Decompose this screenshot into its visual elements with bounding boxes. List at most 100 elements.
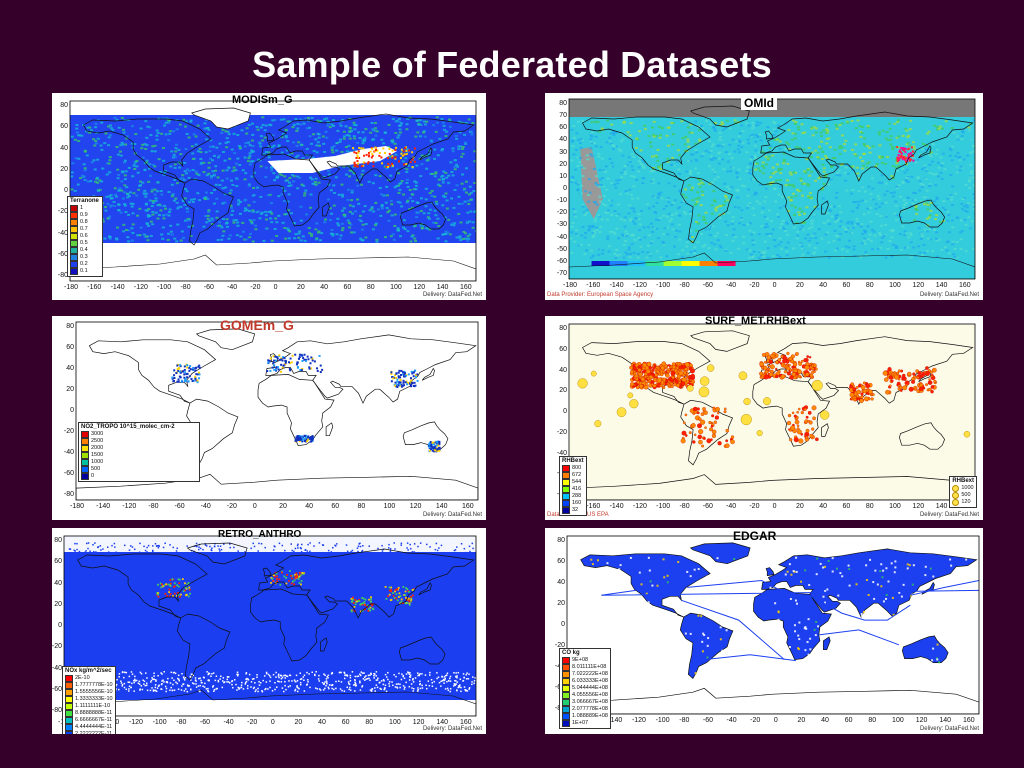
x-tick-label: 40	[318, 719, 326, 726]
y-tick-label: 20	[559, 387, 567, 395]
x-tick-label: -20	[750, 717, 761, 724]
legend-entry: 32	[562, 507, 584, 514]
map-panel-edgar: EDGAR806040200-20-40-60-80-180-160-140-1…	[545, 528, 983, 734]
continent-outline	[77, 553, 208, 619]
legend-label: 0.3	[80, 253, 88, 260]
y-tick-label: 40	[559, 366, 567, 374]
legend-label: 544	[572, 478, 582, 485]
legend-entry: 1.7777778E-10	[65, 682, 113, 689]
continent-outline	[582, 116, 711, 182]
y-tick-label: 0	[70, 407, 74, 414]
legend-label: 0.1	[80, 267, 88, 274]
legend-swatch	[65, 689, 73, 696]
x-tick-label: -100	[655, 717, 670, 724]
legend-entry: 0.5	[70, 240, 100, 247]
x-tick-label: 40	[819, 503, 828, 510]
y-tick-label: -80	[63, 491, 74, 498]
legend-entry: 8.011111E+08	[562, 664, 608, 671]
x-tick-label: 100	[892, 717, 904, 724]
x-tick-label: -120	[631, 717, 646, 724]
y-tick-label: -80	[52, 707, 62, 714]
x-tick-label: 160	[963, 717, 975, 724]
map-panel-gome: GOMEm_G 80 60 40 20 0 -20 -40 -60 -80 -180 -140 -120…	[52, 316, 486, 520]
map-surf	[568, 323, 976, 501]
legend-entry: 0.3	[70, 254, 100, 261]
x-tick-label: 140	[436, 719, 449, 726]
legend-entry: 500	[952, 492, 974, 499]
continent-outline	[325, 422, 334, 437]
x-tick-label: 160	[959, 282, 971, 289]
continent-outline	[760, 111, 974, 182]
legend-swatch	[65, 710, 73, 717]
x-tick-label: -180	[563, 282, 578, 289]
y-tick-label: -60	[556, 257, 567, 265]
continent-outline	[320, 637, 328, 652]
legend-swatch	[70, 233, 78, 240]
delivery-credit: Delivery: DataFed.Net	[422, 726, 482, 732]
legend-swatch	[65, 731, 73, 734]
x-tick-label: -100	[656, 282, 671, 289]
legend-label: 0.7	[80, 225, 88, 232]
legend-swatch	[562, 472, 570, 479]
x-tick-label: -160	[87, 284, 102, 291]
legend-swatch	[81, 459, 89, 466]
map-field-modis	[70, 101, 476, 281]
continent-outline	[265, 334, 477, 404]
continent-outline	[402, 421, 449, 449]
x-tick-label: -100	[157, 284, 172, 291]
slide-title: Sample of Federated Datasets	[252, 44, 772, 85]
continent-outline	[760, 336, 974, 406]
legend-swatch	[562, 500, 570, 507]
x-tick-label: -160	[586, 282, 601, 289]
y-tick-label: 20	[60, 165, 68, 173]
y-tick-label: -20	[52, 643, 62, 651]
x-tick-label: -60	[702, 503, 713, 510]
legend-swatch	[65, 724, 73, 731]
legend-entry: 6.6666667E-11	[65, 717, 113, 724]
legend-entry: 8.8888888E-11	[65, 710, 113, 717]
x-tick-label: -140	[110, 284, 125, 291]
x-tick-label: 60	[842, 282, 851, 289]
legend-entry: 500	[81, 466, 197, 473]
x-tick-label: -120	[122, 503, 137, 510]
continent-outline	[253, 153, 332, 227]
legend-label: 5.044444E+08	[572, 684, 608, 691]
legend-label: 416	[572, 485, 582, 492]
x-tick-label: 20	[279, 503, 287, 510]
x-tick-label: 80	[868, 717, 877, 724]
continent-outline	[419, 147, 433, 161]
map-frame	[63, 535, 477, 717]
x-tick-label: 20	[296, 284, 305, 291]
y-tick-label: -60	[57, 250, 68, 258]
x-tick-label: 40	[819, 282, 828, 289]
map-frame	[568, 323, 976, 501]
continent-outline	[567, 687, 979, 714]
map-modis	[69, 100, 477, 282]
legend-label: 288	[572, 492, 582, 499]
legend-entry: 7.022222E+08	[562, 671, 608, 678]
x-tick-label: 0	[273, 284, 278, 291]
x-tick-label: 80	[357, 503, 366, 510]
legend-entry: 1.5555556E-10	[65, 689, 113, 696]
legend-label: 1.1111111E-10	[75, 702, 111, 709]
x-tick-label: -100	[152, 719, 167, 726]
legend-swatch	[81, 445, 89, 452]
x-tick-label: -180	[64, 284, 79, 291]
legend-circle	[952, 499, 960, 506]
legend-title: CO kg	[562, 650, 580, 656]
x-tick-label: 20	[797, 717, 806, 724]
continent-outline	[88, 339, 217, 404]
y-tick-label: -20	[57, 208, 68, 216]
continent-outline	[176, 613, 231, 681]
y-tick-label: 80	[54, 537, 62, 544]
legend-label: 4.055556E+08	[572, 691, 608, 698]
map-field-edgar	[567, 536, 979, 714]
ocean-field	[569, 99, 975, 279]
legend-label: 500	[961, 491, 971, 498]
panel-title-surf: SURF_MET.RHBext	[705, 316, 806, 327]
x-tick-label: 0	[773, 717, 778, 724]
x-tick-label: -80	[679, 717, 690, 724]
legend-title: NO2_TROPO 10^15_molec_cm-2	[81, 424, 175, 430]
y-tick-label: 70	[559, 112, 567, 120]
legend-entry: 416	[562, 486, 584, 493]
